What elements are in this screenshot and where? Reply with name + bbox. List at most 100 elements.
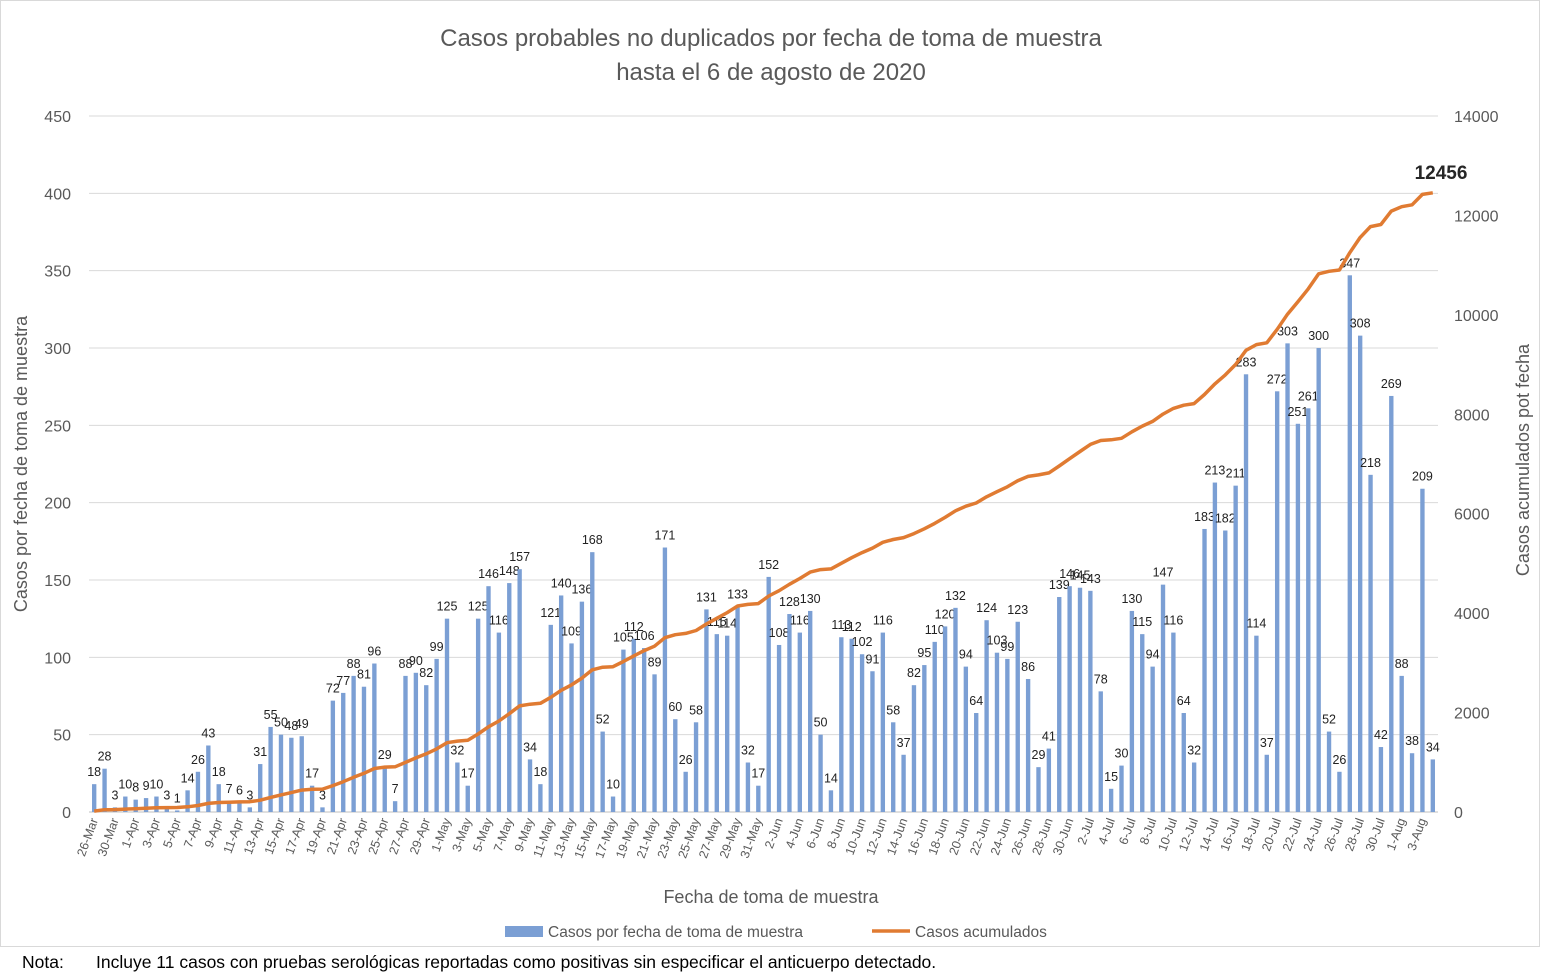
bar-data-label: 15 xyxy=(1104,770,1118,784)
bar-data-label: 58 xyxy=(886,703,900,717)
bar xyxy=(1088,590,1093,812)
bar xyxy=(714,634,719,812)
bar-data-label: 116 xyxy=(489,614,509,628)
bar xyxy=(673,719,678,812)
bar-data-label: 251 xyxy=(1287,405,1308,419)
bar xyxy=(1337,771,1342,812)
bar xyxy=(1171,632,1176,812)
bar xyxy=(1420,488,1425,812)
bar xyxy=(662,547,668,812)
footnote-text: Incluye 11 casos con pruebas serológicas… xyxy=(96,952,937,972)
bar xyxy=(1098,691,1103,812)
bar xyxy=(1326,731,1332,812)
bar xyxy=(1108,788,1114,812)
bar-data-label: 148 xyxy=(499,564,520,578)
bar-data-label: 130 xyxy=(1121,592,1142,606)
bar xyxy=(600,731,605,812)
bar-data-label: 91 xyxy=(866,652,880,666)
bar xyxy=(1264,754,1269,812)
bar xyxy=(1409,753,1415,812)
bar-data-label: 6 xyxy=(236,784,243,798)
bar xyxy=(579,601,585,812)
bar-data-label: 113 xyxy=(831,618,851,632)
bar-data-label: 52 xyxy=(596,713,610,727)
bar-data-label: 7 xyxy=(226,782,233,796)
bar xyxy=(922,665,927,812)
bar xyxy=(1181,713,1186,812)
bar-data-label: 124 xyxy=(976,601,997,615)
y-left-tick-label: 100 xyxy=(44,650,71,667)
bar-data-label: 32 xyxy=(741,744,755,758)
bar xyxy=(818,734,823,812)
bar-data-label: 43 xyxy=(201,726,215,740)
bar-data-label: 14 xyxy=(181,771,195,785)
bar-data-label: 140 xyxy=(551,576,572,590)
bar xyxy=(92,784,97,812)
bar-data-label: 64 xyxy=(1177,694,1191,708)
bar-data-label: 42 xyxy=(1374,728,1388,742)
bar-data-label: 52 xyxy=(1322,713,1336,727)
final-cumulative-label: 12456 xyxy=(1415,163,1468,184)
bar xyxy=(1160,584,1166,812)
bar xyxy=(891,722,896,812)
bar-data-label: 88 xyxy=(1395,657,1409,671)
bar xyxy=(299,736,304,812)
bar xyxy=(1067,586,1072,812)
combo-chart: 0501001502002503003504004500200040006000… xyxy=(11,25,1533,941)
y-right-tick-label: 4000 xyxy=(1454,606,1490,623)
bar xyxy=(911,685,917,812)
bar-data-label: 31 xyxy=(253,745,267,759)
bar xyxy=(1191,762,1197,812)
bar-data-label: 123 xyxy=(1007,603,1028,617)
bar xyxy=(123,796,128,812)
bar-data-label: 28 xyxy=(98,750,112,764)
bar xyxy=(849,638,854,812)
bar xyxy=(1140,634,1145,812)
bar-data-label: 3 xyxy=(163,788,170,802)
bar-data-label: 8 xyxy=(132,781,139,795)
bar xyxy=(548,624,553,812)
bar-data-label: 3 xyxy=(111,788,118,802)
bar-data-label: 37 xyxy=(1260,736,1274,750)
bar xyxy=(828,790,834,812)
cumulative-line xyxy=(93,191,1434,813)
bar xyxy=(756,785,761,812)
bar-data-label: 99 xyxy=(430,640,444,654)
bar-data-label: 82 xyxy=(907,666,921,680)
bar xyxy=(797,632,802,812)
bar xyxy=(258,764,263,812)
bar xyxy=(102,768,107,812)
bar xyxy=(154,796,159,812)
bar xyxy=(1036,767,1041,812)
y-left-tick-label: 350 xyxy=(44,264,71,281)
bar xyxy=(195,771,201,812)
bar xyxy=(808,610,813,812)
bar xyxy=(289,737,294,812)
x-tick-label: 2-Jul xyxy=(1075,816,1097,846)
bar xyxy=(351,675,356,812)
bar-data-label: 9 xyxy=(143,779,150,793)
bar-data-label: 106 xyxy=(634,629,655,643)
bar xyxy=(1399,675,1404,812)
bar xyxy=(1223,530,1228,812)
bar-data-label: 136 xyxy=(571,583,592,597)
bar-data-label: 37 xyxy=(897,736,911,750)
bar-data-label: 14 xyxy=(824,771,838,785)
bar xyxy=(206,745,211,812)
bar-data-label: 105 xyxy=(613,631,634,645)
bar-data-label: 182 xyxy=(1215,512,1236,526)
bar-data-label: 308 xyxy=(1350,317,1371,331)
bar-data-label: 10 xyxy=(149,778,163,792)
bar-data-label: 131 xyxy=(696,590,717,604)
bar-data-label: 29 xyxy=(378,748,392,762)
bar xyxy=(652,674,657,812)
bar xyxy=(1316,348,1321,812)
bar xyxy=(424,685,429,812)
bar-data-label: 218 xyxy=(1360,456,1381,470)
y-right-axis-title: Casos acumulados pot fecha xyxy=(1513,343,1533,576)
bar xyxy=(309,785,315,812)
bar-data-label: 108 xyxy=(769,626,790,640)
bar xyxy=(1129,610,1135,812)
bar xyxy=(787,614,792,812)
bar xyxy=(1005,658,1010,812)
